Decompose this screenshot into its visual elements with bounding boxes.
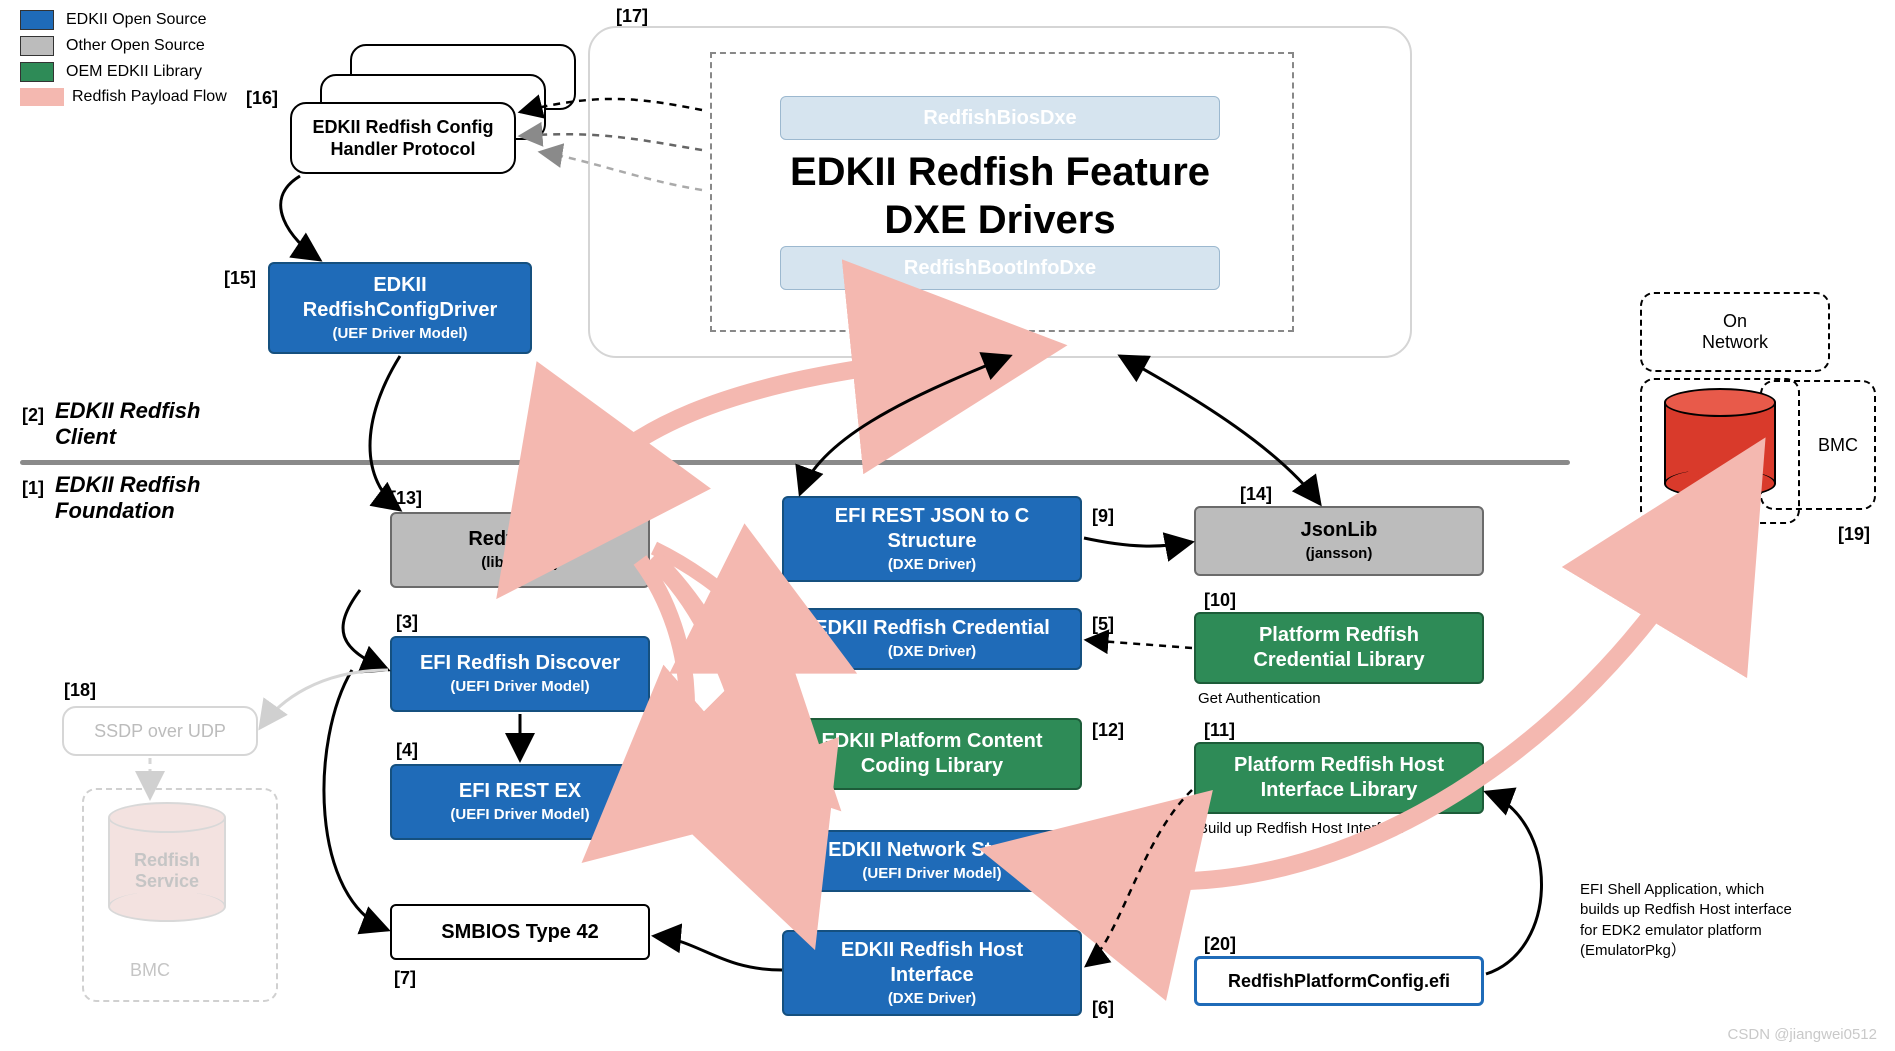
section-foundation: EDKII Redfish Foundation <box>55 472 200 524</box>
ref-3: [3] <box>396 612 418 633</box>
node-title: Platform Redfish Credential Library <box>1253 623 1424 673</box>
node-title: SSDP over UDP <box>94 720 226 743</box>
restex: EFI REST EX (UEFI Driver Model) <box>390 764 650 840</box>
ref-19: [19] <box>1838 524 1870 545</box>
node-title: EDKII Platform Content Coding Library <box>821 729 1042 779</box>
legend: EDKII Open Source Other Open Source OEM … <box>20 10 227 112</box>
hostlib: Platform Redfish Host Interface Library <box>1194 742 1484 814</box>
node-title: BMC <box>1818 435 1858 456</box>
redfishlib: RedfishLib (libredfish) <box>390 512 650 588</box>
ref-14: [14] <box>1240 484 1272 505</box>
node-title: EDKII Redfish Config <box>313 116 494 139</box>
legend-item-edk2: EDKII Open Source <box>20 10 227 30</box>
node-title: EFI REST EX <box>459 779 581 804</box>
cfg-driver: EDKII RedfishConfigDriver (UEF Driver Mo… <box>268 262 532 354</box>
ref-10: [10] <box>1204 590 1236 611</box>
node-title: SMBIOS Type 42 <box>441 920 598 945</box>
ref-12: [12] <box>1092 720 1124 741</box>
netstack: EDKII Network Stacks (UEFI Driver Model) <box>782 830 1082 892</box>
ref-13: [13] <box>390 488 422 509</box>
ref-8: [8] <box>1092 836 1114 857</box>
node-title: JsonLib <box>1301 518 1378 543</box>
hostif: EDKII Redfish Host Interface (DXE Driver… <box>782 930 1082 1016</box>
note-getauth: Get Authentication <box>1198 690 1321 707</box>
legend-label: Redfish Payload Flow <box>72 88 227 106</box>
node-sub: Handler Protocol <box>330 138 475 161</box>
note-buildhost: Build up Redfish Host Interface <box>1198 820 1405 837</box>
node-title: EDKII Redfish Credential <box>814 616 1050 641</box>
service-label: Redfish Service <box>1654 468 1786 510</box>
legend-label: EDKII Open Source <box>66 11 207 29</box>
node-sub: (jansson) <box>1306 545 1373 564</box>
ref-4: [4] <box>396 740 418 761</box>
flow-arrow-icon <box>20 88 64 106</box>
node-sub: (DXE Driver) <box>888 643 976 662</box>
ref-16: [16] <box>246 88 278 109</box>
legend-swatch <box>20 10 54 30</box>
ref-7: [7] <box>394 968 416 989</box>
node-title: EDKII RedfishConfigDriver <box>303 273 497 323</box>
faded-service-cyl: Redfish Service <box>108 802 226 922</box>
smbios: SMBIOS Type 42 <box>390 904 650 960</box>
cfg-handler: EDKII Redfish Config Handler Protocol <box>290 102 516 174</box>
node-title: EFI REST JSON to C Structure <box>835 504 1029 554</box>
legend-label: Other Open Source <box>66 37 205 55</box>
node-title: RedfishPlatformConfig.efi <box>1228 970 1450 993</box>
feature-title2: DXE Drivers <box>700 198 1300 243</box>
node-sub: (libredfish) <box>481 554 559 573</box>
divider-line <box>20 460 1570 465</box>
node-title: RedfishLib <box>468 527 571 552</box>
node-sub: (UEFI Driver Model) <box>450 678 589 697</box>
node-sub: (UEFI Driver Model) <box>450 806 589 825</box>
watermark: CSDN @jiangwei0512 <box>1728 1026 1877 1043</box>
node-title: Platform Redfish Host Interface Library <box>1234 753 1444 803</box>
node-sub: (DXE Driver) <box>888 990 976 1009</box>
legend-swatch <box>20 62 54 82</box>
legend-item-other: Other Open Source <box>20 36 227 56</box>
ref-15: [15] <box>224 268 256 289</box>
ref-20: [20] <box>1204 934 1236 955</box>
credlib: Platform Redfish Credential Library <box>1194 612 1484 684</box>
cred: EDKII Redfish Credential (DXE Driver) <box>782 608 1082 670</box>
on-network: On Network <box>1640 292 1830 372</box>
node-title: EDKII Redfish Host Interface <box>841 938 1023 988</box>
node-title: EDKII Network Stacks <box>828 838 1036 863</box>
legend-item-oem: OEM EDKII Library <box>20 62 227 82</box>
discover: EFI Redfish Discover (UEFI Driver Model) <box>390 636 650 712</box>
service-label: Redfish Service <box>108 850 226 892</box>
node-sub: (DXE Driver) <box>888 556 976 575</box>
ref-9: [9] <box>1092 506 1114 527</box>
section-client: EDKII Redfish Client <box>55 398 200 450</box>
pale-label: RedfishBootInfoDxe <box>904 256 1096 281</box>
ssdp: SSDP over UDP <box>62 706 258 756</box>
node-sub: (UEFI Driver Model) <box>862 865 1001 884</box>
feature-title1: EDKII Redfish Feature <box>700 150 1300 195</box>
json2c: EFI REST JSON to C Structure (DXE Driver… <box>782 496 1082 582</box>
legend-item-flow: Redfish Payload Flow <box>20 88 227 106</box>
legend-swatch <box>20 36 54 56</box>
pale-bootinfo: RedfishBootInfoDxe <box>780 246 1220 290</box>
coding: EDKII Platform Content Coding Library <box>782 718 1082 790</box>
legend-label: OEM EDKII Library <box>66 63 202 81</box>
platconf: RedfishPlatformConfig.efi <box>1194 956 1484 1006</box>
ref-5: [5] <box>1092 614 1114 635</box>
faded-bmc-label: BMC <box>130 960 170 981</box>
note-efiapp: EFI Shell Application, which builds up R… <box>1580 880 1792 961</box>
node-sub: (UEF Driver Model) <box>332 325 467 344</box>
ref-17: [17] <box>616 6 648 27</box>
ref-2: [2] <box>22 405 44 426</box>
jsonlib: JsonLib (jansson) <box>1194 506 1484 576</box>
ref-18: [18] <box>64 680 96 701</box>
pale-label: RedfishBiosDxe <box>923 106 1076 131</box>
ref-1: [1] <box>22 478 44 499</box>
node-title: On Network <box>1702 311 1768 353</box>
ref-6: [6] <box>1092 998 1114 1019</box>
ref-11: [11] <box>1204 720 1235 741</box>
node-title: EFI Redfish Discover <box>420 651 620 676</box>
pale-bios: RedfishBiosDxe <box>780 96 1220 140</box>
